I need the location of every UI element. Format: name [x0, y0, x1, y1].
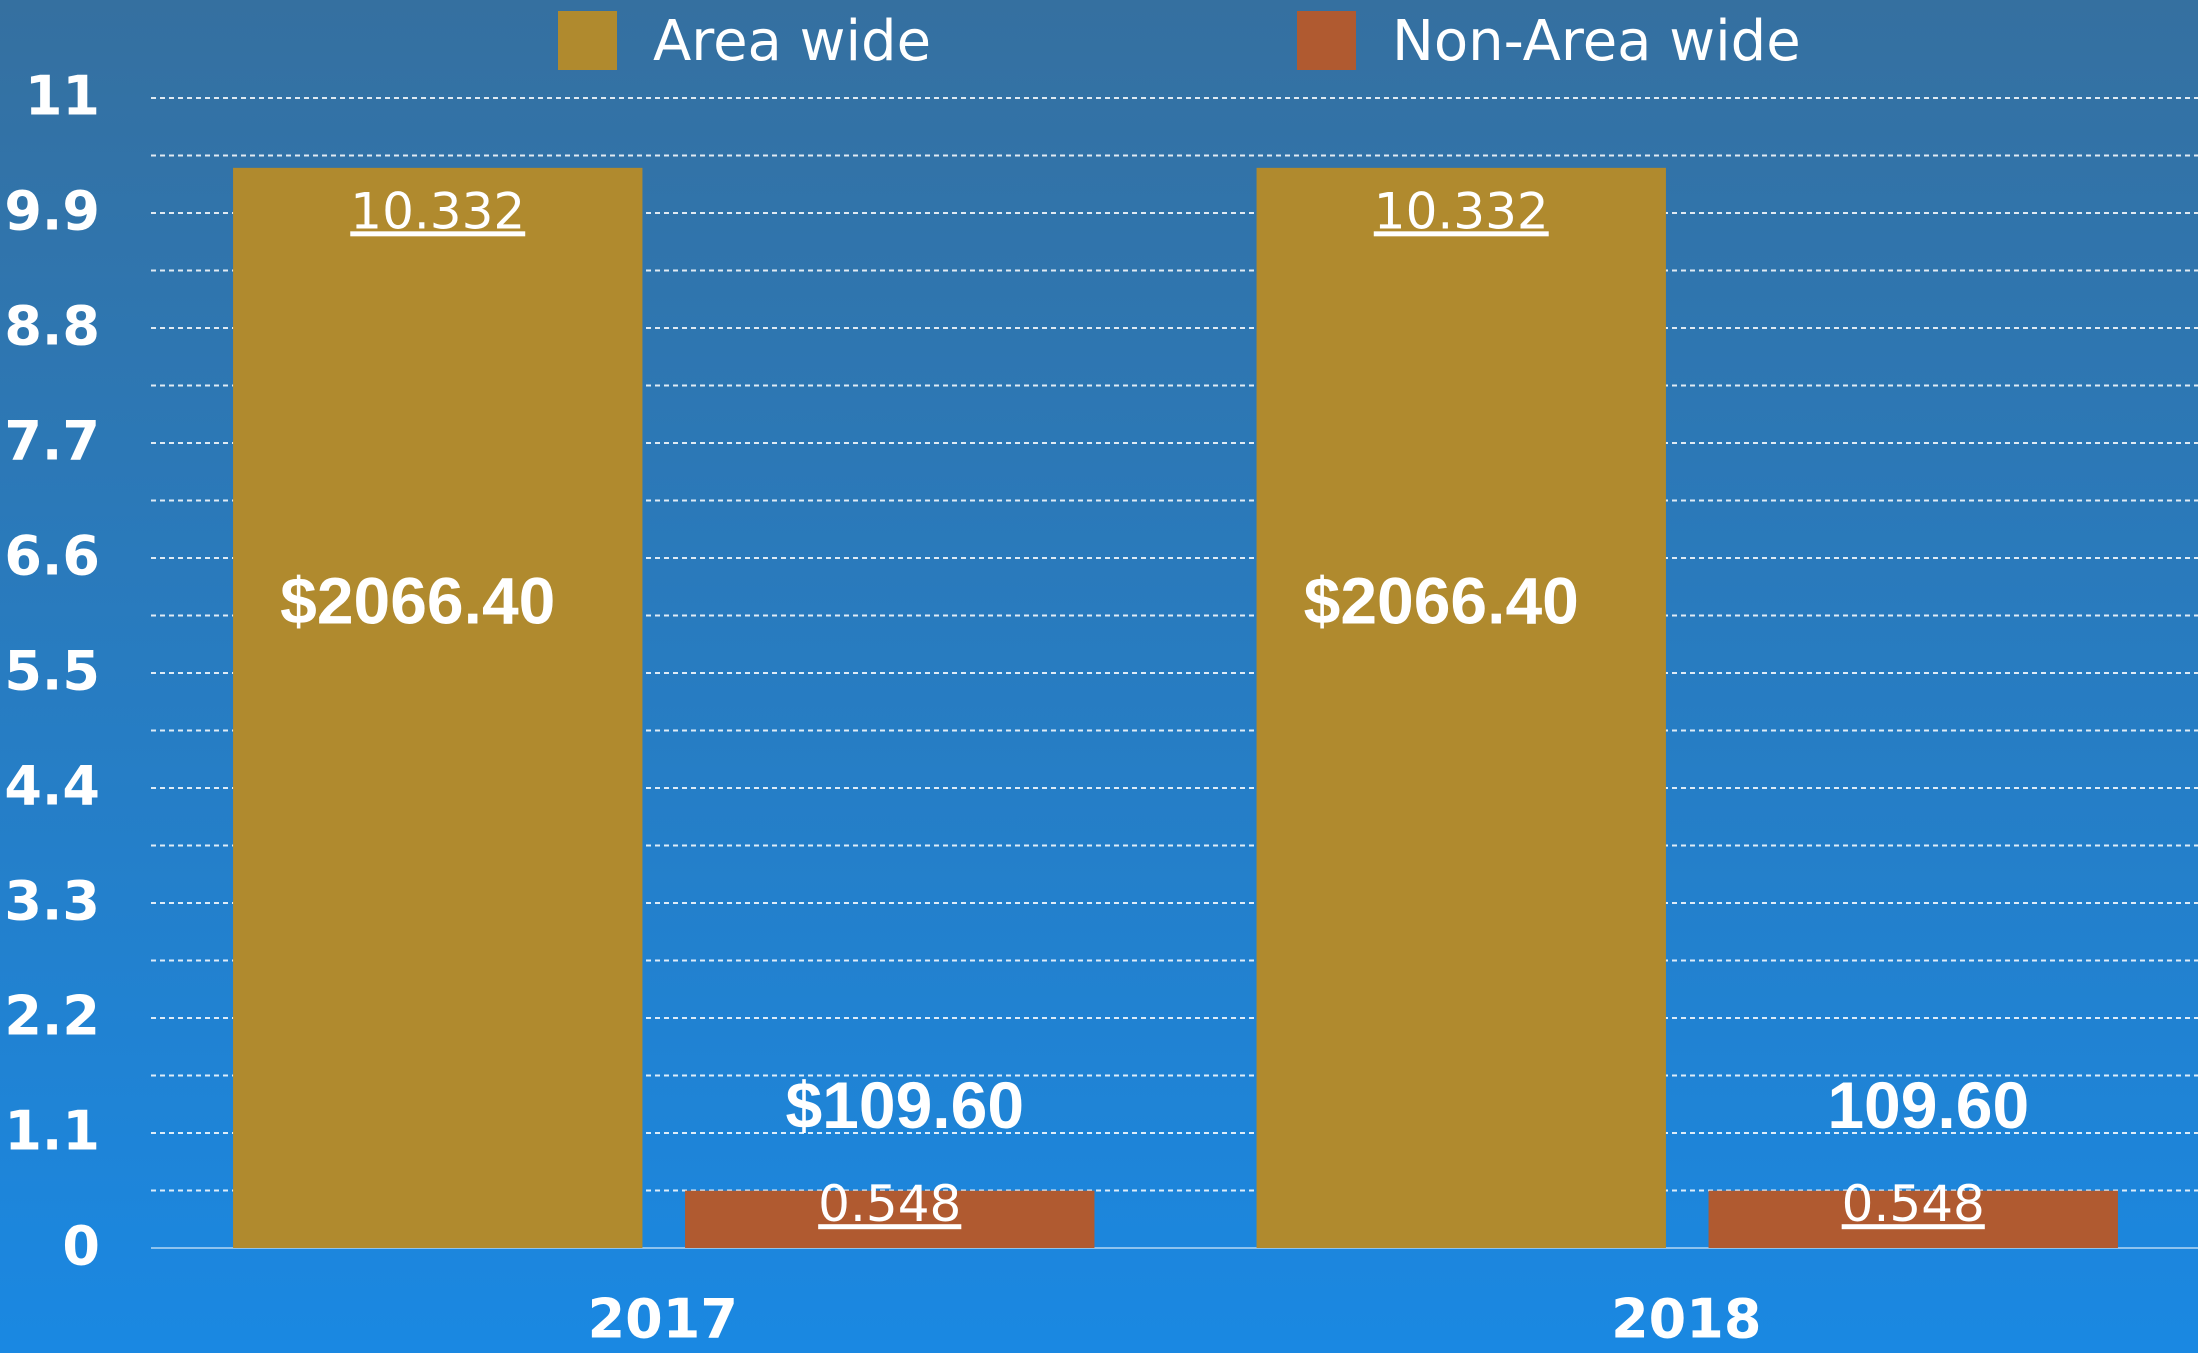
y-tick-label: 2.2 [4, 985, 100, 1048]
bar-annotation: $2066.40 [280, 563, 555, 637]
bar-annotation: $2066.40 [1304, 563, 1579, 637]
legend-label: Area wide [653, 9, 931, 74]
y-tick-label: 7.7 [4, 410, 100, 473]
bar [1708, 1190, 2118, 1248]
legend-swatch [1297, 11, 1356, 70]
y-tick-label: 3.3 [4, 870, 100, 933]
legend-label: Non-Area wide [1392, 9, 1801, 74]
bar [685, 1190, 1095, 1248]
y-tick-label: 6.6 [4, 525, 100, 588]
bar-annotation: $109.60 [785, 1068, 1024, 1142]
y-tick-label: 1.1 [4, 1100, 100, 1163]
bar-annotation: 109.60 [1827, 1068, 2029, 1142]
bar [233, 167, 643, 1248]
legend-swatch [558, 11, 617, 70]
data-label: 0.548 [818, 1175, 961, 1233]
data-label: 10.332 [1374, 182, 1549, 240]
y-tick-label: 4.4 [4, 755, 100, 818]
x-tick-label: 2017 [588, 1288, 738, 1351]
data-label: 10.332 [350, 182, 525, 240]
x-tick-label: 2018 [1611, 1288, 1761, 1351]
data-label: 0.548 [1842, 1175, 1985, 1233]
y-tick-label: 9.9 [4, 180, 100, 243]
bar [1256, 167, 1666, 1248]
y-tick-label: 11 [25, 65, 100, 128]
y-tick-label: 8.8 [4, 295, 100, 358]
y-tick-label: 0 [62, 1215, 100, 1278]
y-tick-label: 5.5 [4, 640, 100, 703]
